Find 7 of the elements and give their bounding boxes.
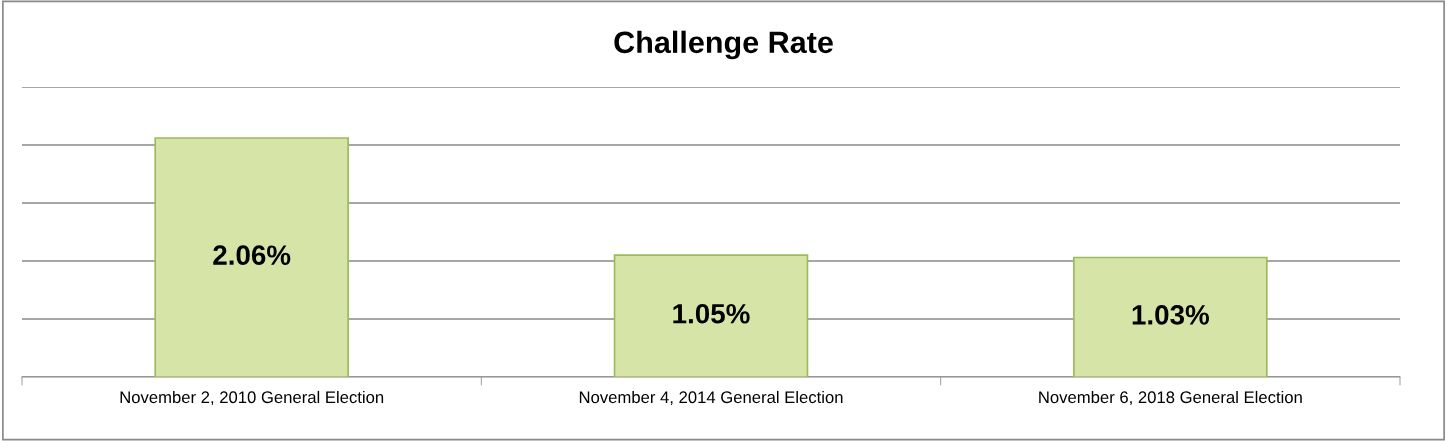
chart-title: Challenge Rate [614, 30, 833, 60]
x-tick-label: November 6, 2018 General Election [1039, 390, 1302, 406]
data-label: 1.05% [673, 303, 750, 324]
x-tick-label: November 2, 2010 General Election [120, 390, 384, 406]
data-label: 2.06% [213, 245, 291, 265]
x-tick-label: November 4, 2014 General Election [579, 390, 843, 406]
data-label: 1.03% [1132, 305, 1209, 325]
